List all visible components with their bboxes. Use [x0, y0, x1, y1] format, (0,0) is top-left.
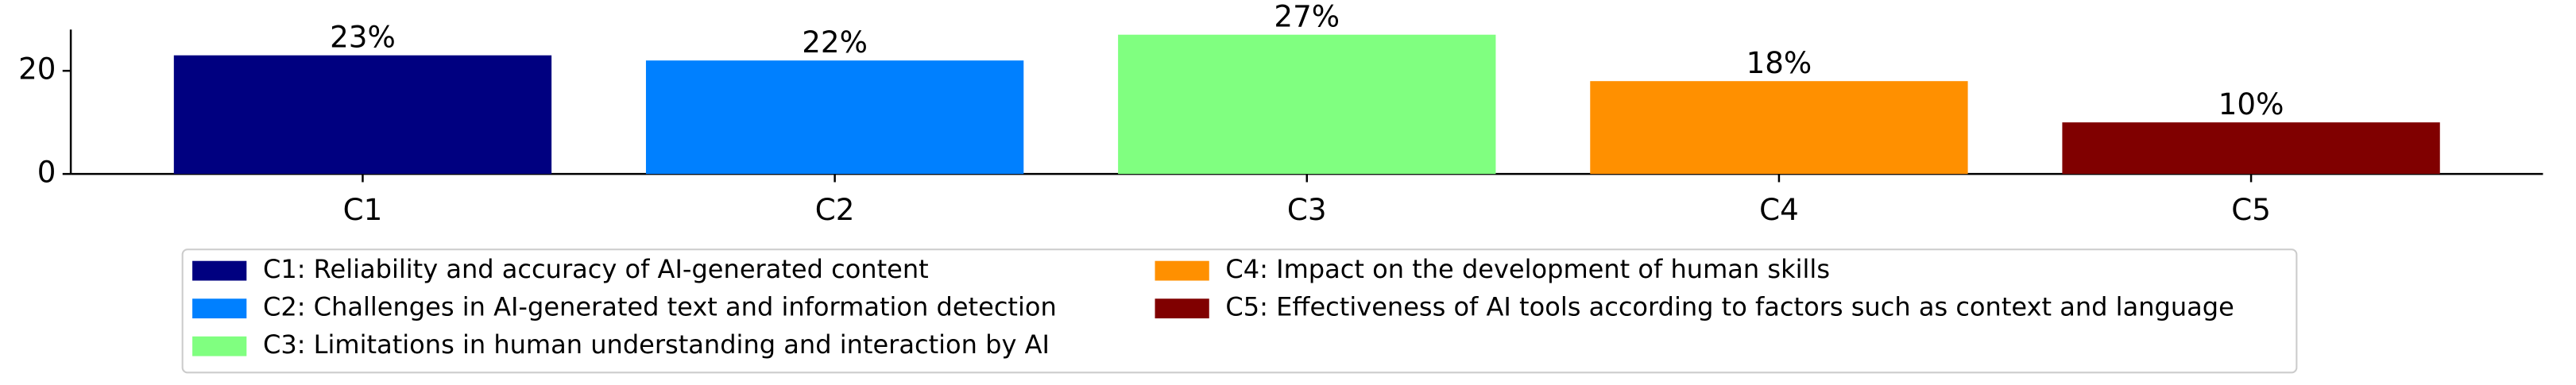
legend-label: C2: Challenges in AI-generated text and …	[263, 292, 1057, 322]
bar	[1118, 34, 1496, 175]
legend-label: C3: Limitations in human understanding a…	[263, 329, 1050, 360]
legend-swatch	[1155, 260, 1209, 281]
x-tick-label: C5	[2231, 192, 2271, 227]
value-label: 18%	[1746, 45, 1812, 80]
legend-label: C5: Effectiveness of AI tools according …	[1225, 292, 2234, 322]
y-tick-label: 20	[18, 52, 56, 87]
x-tick-label: C4	[1759, 192, 1799, 227]
y-tick-label: 0	[37, 155, 56, 190]
x-tick-label: C1	[343, 192, 383, 227]
legend-swatch	[1155, 298, 1209, 319]
legend-swatch	[192, 260, 247, 281]
value-label: 27%	[1274, 0, 1340, 34]
legend-swatch	[192, 336, 247, 356]
bar	[173, 55, 552, 175]
bar	[2062, 122, 2440, 175]
legend-box	[181, 248, 2298, 374]
bar	[1590, 81, 1968, 175]
x-tick-label: C2	[815, 192, 855, 227]
value-label: 23%	[330, 20, 396, 55]
legend-label: C4: Impact on the development of human s…	[1225, 254, 1830, 284]
value-label: 22%	[802, 25, 868, 60]
bar	[645, 60, 1024, 175]
legend-swatch	[192, 298, 247, 319]
value-label: 10%	[2218, 87, 2284, 121]
x-tick-label: C3	[1287, 192, 1327, 227]
legend-label: C1: Reliability and accuracy of AI-gener…	[263, 254, 929, 284]
